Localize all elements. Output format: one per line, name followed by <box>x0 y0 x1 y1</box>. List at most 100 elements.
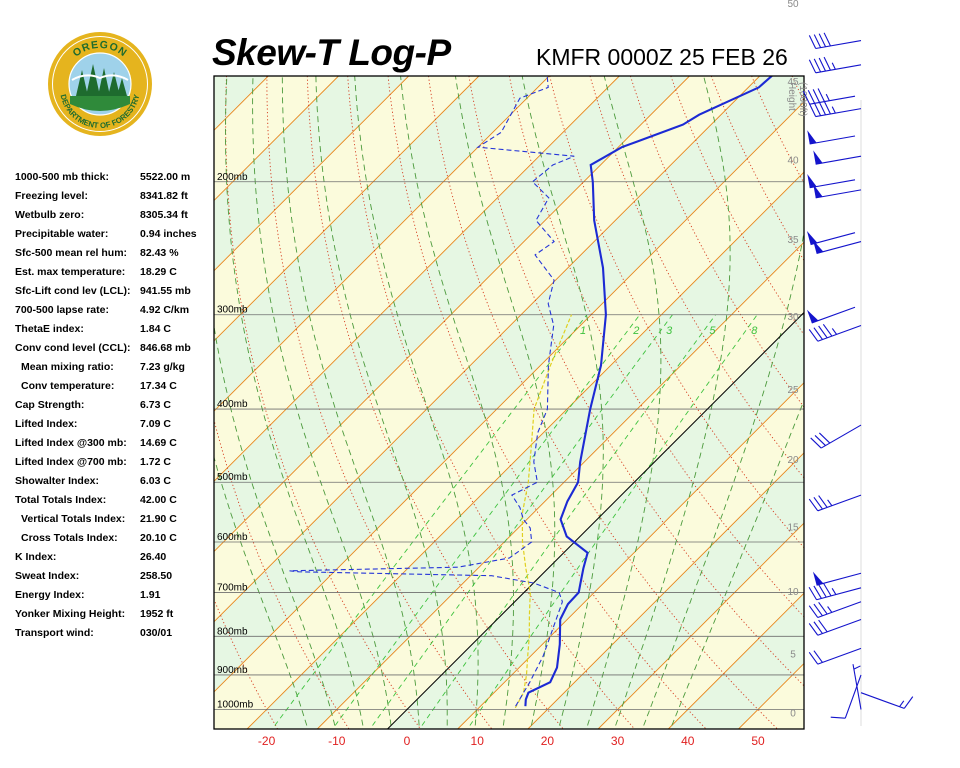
wind-barb-shaft <box>809 135 856 145</box>
stat-row: Conv cond level (CCL): 846.68 mb <box>15 339 215 358</box>
stat-label: Precipitable water: <box>15 228 109 240</box>
wind-barb <box>808 32 862 50</box>
plot-frame <box>213 75 805 730</box>
stat-row: Conv temperature: 17.34 C <box>15 377 215 396</box>
stat-value: 030/01 <box>140 627 173 639</box>
stat-row: Est. max temperature: 18.29 C <box>15 263 215 282</box>
stat-row: Cross Totals Index: 20.10 C <box>15 529 215 548</box>
wind-barb-shaft <box>810 232 856 246</box>
pressure-label: 600mb <box>217 532 248 543</box>
moist-adiabat <box>587 76 662 726</box>
mixing-ratio-line <box>469 314 758 726</box>
stat-value: 6.03 C <box>140 475 171 487</box>
oregon-forestry-logo: OREGON DEPARTMENT OF FORESTRY <box>46 30 154 138</box>
temperature-tick-label: -10 <box>328 734 346 748</box>
wind-barb-flag <box>802 90 811 105</box>
stat-label: Vertical Totals Index: <box>21 513 126 525</box>
wind-barb-flag <box>808 652 819 665</box>
wind-barb-flag <box>818 325 828 339</box>
stat-value: 941.55 mb <box>140 285 191 297</box>
pressure-label: 700mb <box>217 583 248 594</box>
wind-barb-shaft <box>817 618 862 636</box>
isotherm-line <box>0 76 128 729</box>
isotherm-band <box>214 76 804 692</box>
wind-barb-flag <box>808 586 818 601</box>
wind-barb-pennant <box>813 184 823 198</box>
wind-barb <box>806 231 856 246</box>
height-tick-label: 5 <box>790 649 796 660</box>
wind-barb <box>807 173 856 189</box>
dry-adiabat <box>44 76 135 729</box>
stat-label: Sfc-Lift cond lev (LCL): <box>15 285 131 297</box>
stat-value: 8305.34 ft <box>140 209 188 221</box>
stat-row: Sfc-500 mean rel hum: 82.43 % <box>15 244 215 263</box>
stat-row: Freezing level: 8341.82 ft <box>15 187 215 206</box>
moist-adiabat <box>354 76 479 726</box>
height-tick-label: 50 <box>787 0 799 10</box>
isotherm-line <box>214 76 410 272</box>
wind-barb <box>808 647 862 665</box>
wind-barb-pennant <box>806 231 818 245</box>
wind-barb-flag <box>808 35 817 49</box>
temperature-trace <box>524 76 774 707</box>
wind-barb-flag <box>808 329 819 342</box>
stat-value: 1952 ft <box>140 608 174 620</box>
wind-barb-shaft <box>815 39 862 50</box>
stat-row: Cap Strength: 6.73 C <box>15 396 215 415</box>
wind-barb-flag <box>807 89 816 104</box>
stat-row: Precipitable water: 0.94 inches <box>15 225 215 244</box>
wind-barb-flag <box>818 33 827 48</box>
wind-barb <box>808 583 862 601</box>
station-time-label: KMFR 0000Z 25 FEB 26 <box>536 44 788 70</box>
wind-barb <box>830 674 862 719</box>
stat-value: 18.29 C <box>140 266 177 278</box>
stat-label: Est. max temperature: <box>15 266 126 278</box>
height-tick-label: 40 <box>787 156 799 167</box>
wind-barb-pennant <box>813 150 823 165</box>
wind-barb <box>808 618 862 636</box>
wind-barb <box>802 88 856 105</box>
wind-barb <box>808 601 862 619</box>
dry-adiabat <box>589 76 804 479</box>
wind-barb <box>812 571 862 586</box>
height-tick-label: 10 <box>787 587 799 598</box>
stat-label: Conv cond level (CCL): <box>15 342 131 354</box>
stat-label: Lifted Index @700 mb: <box>15 456 127 468</box>
stat-value: 846.68 mb <box>140 342 191 354</box>
stat-value: 20.10 C <box>140 532 177 544</box>
temperature-tick-label: 0 <box>404 734 411 748</box>
temperature-tick-label: 10 <box>471 734 485 748</box>
moist-adiabat <box>643 230 804 726</box>
pressure-label: 200mb <box>217 172 248 183</box>
dry-adiabat <box>913 76 960 729</box>
dewpoint-trace <box>289 76 575 707</box>
stat-value: 7.09 C <box>140 418 171 430</box>
stat-row: Lifted Index @300 mb: 14.69 C <box>15 434 215 453</box>
isotherm-line <box>0 76 58 729</box>
mixing-ratio-label: 2 <box>632 325 639 337</box>
stat-value: 42.00 C <box>140 494 177 506</box>
mixing-ratio-label: 3 <box>666 325 673 337</box>
pressure-label: 400mb <box>217 399 248 410</box>
isotherm-line <box>214 76 339 202</box>
dry-adiabat <box>347 76 635 729</box>
height-tick-label: 30 <box>787 312 799 323</box>
dry-adiabat <box>710 76 804 262</box>
wind-barb-flag <box>813 650 823 663</box>
wind-barb-flag <box>813 327 823 340</box>
dry-adiabat <box>873 76 960 729</box>
wind-barb-shaft <box>820 424 862 449</box>
stat-value: 1.91 <box>140 589 161 601</box>
dry-adiabat <box>954 76 960 729</box>
wind-barb-flag <box>823 583 832 597</box>
stat-value: 21.90 C <box>140 513 177 525</box>
stat-value: 1.72 C <box>140 456 171 468</box>
wind-barb-shaft <box>815 189 862 199</box>
stat-value: 17.34 C <box>140 380 177 392</box>
wind-barb-shaft <box>809 95 856 105</box>
stat-row: Sfc-Lift cond lev (LCL): 941.55 mb <box>15 282 215 301</box>
moist-adiabat <box>615 76 731 726</box>
stat-row: Total Totals Index: 42.00 C <box>15 491 215 510</box>
stat-label: Transport wind: <box>15 627 94 639</box>
wind-barb-flag <box>818 619 828 633</box>
